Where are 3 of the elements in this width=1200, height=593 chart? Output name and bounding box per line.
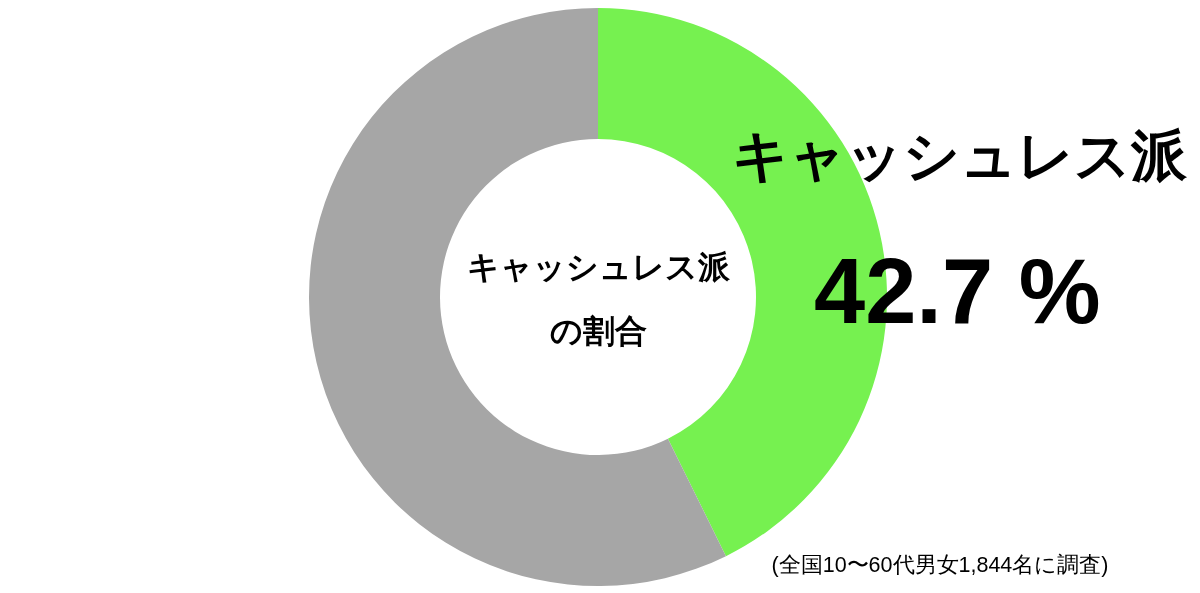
text: (全国10〜60代男女1,844名に調査): [770, 552, 1110, 579]
text: キャッシュレス派の割合: [466, 248, 730, 351]
slice-label: キャッシュレス派: [731, 123, 1188, 187]
